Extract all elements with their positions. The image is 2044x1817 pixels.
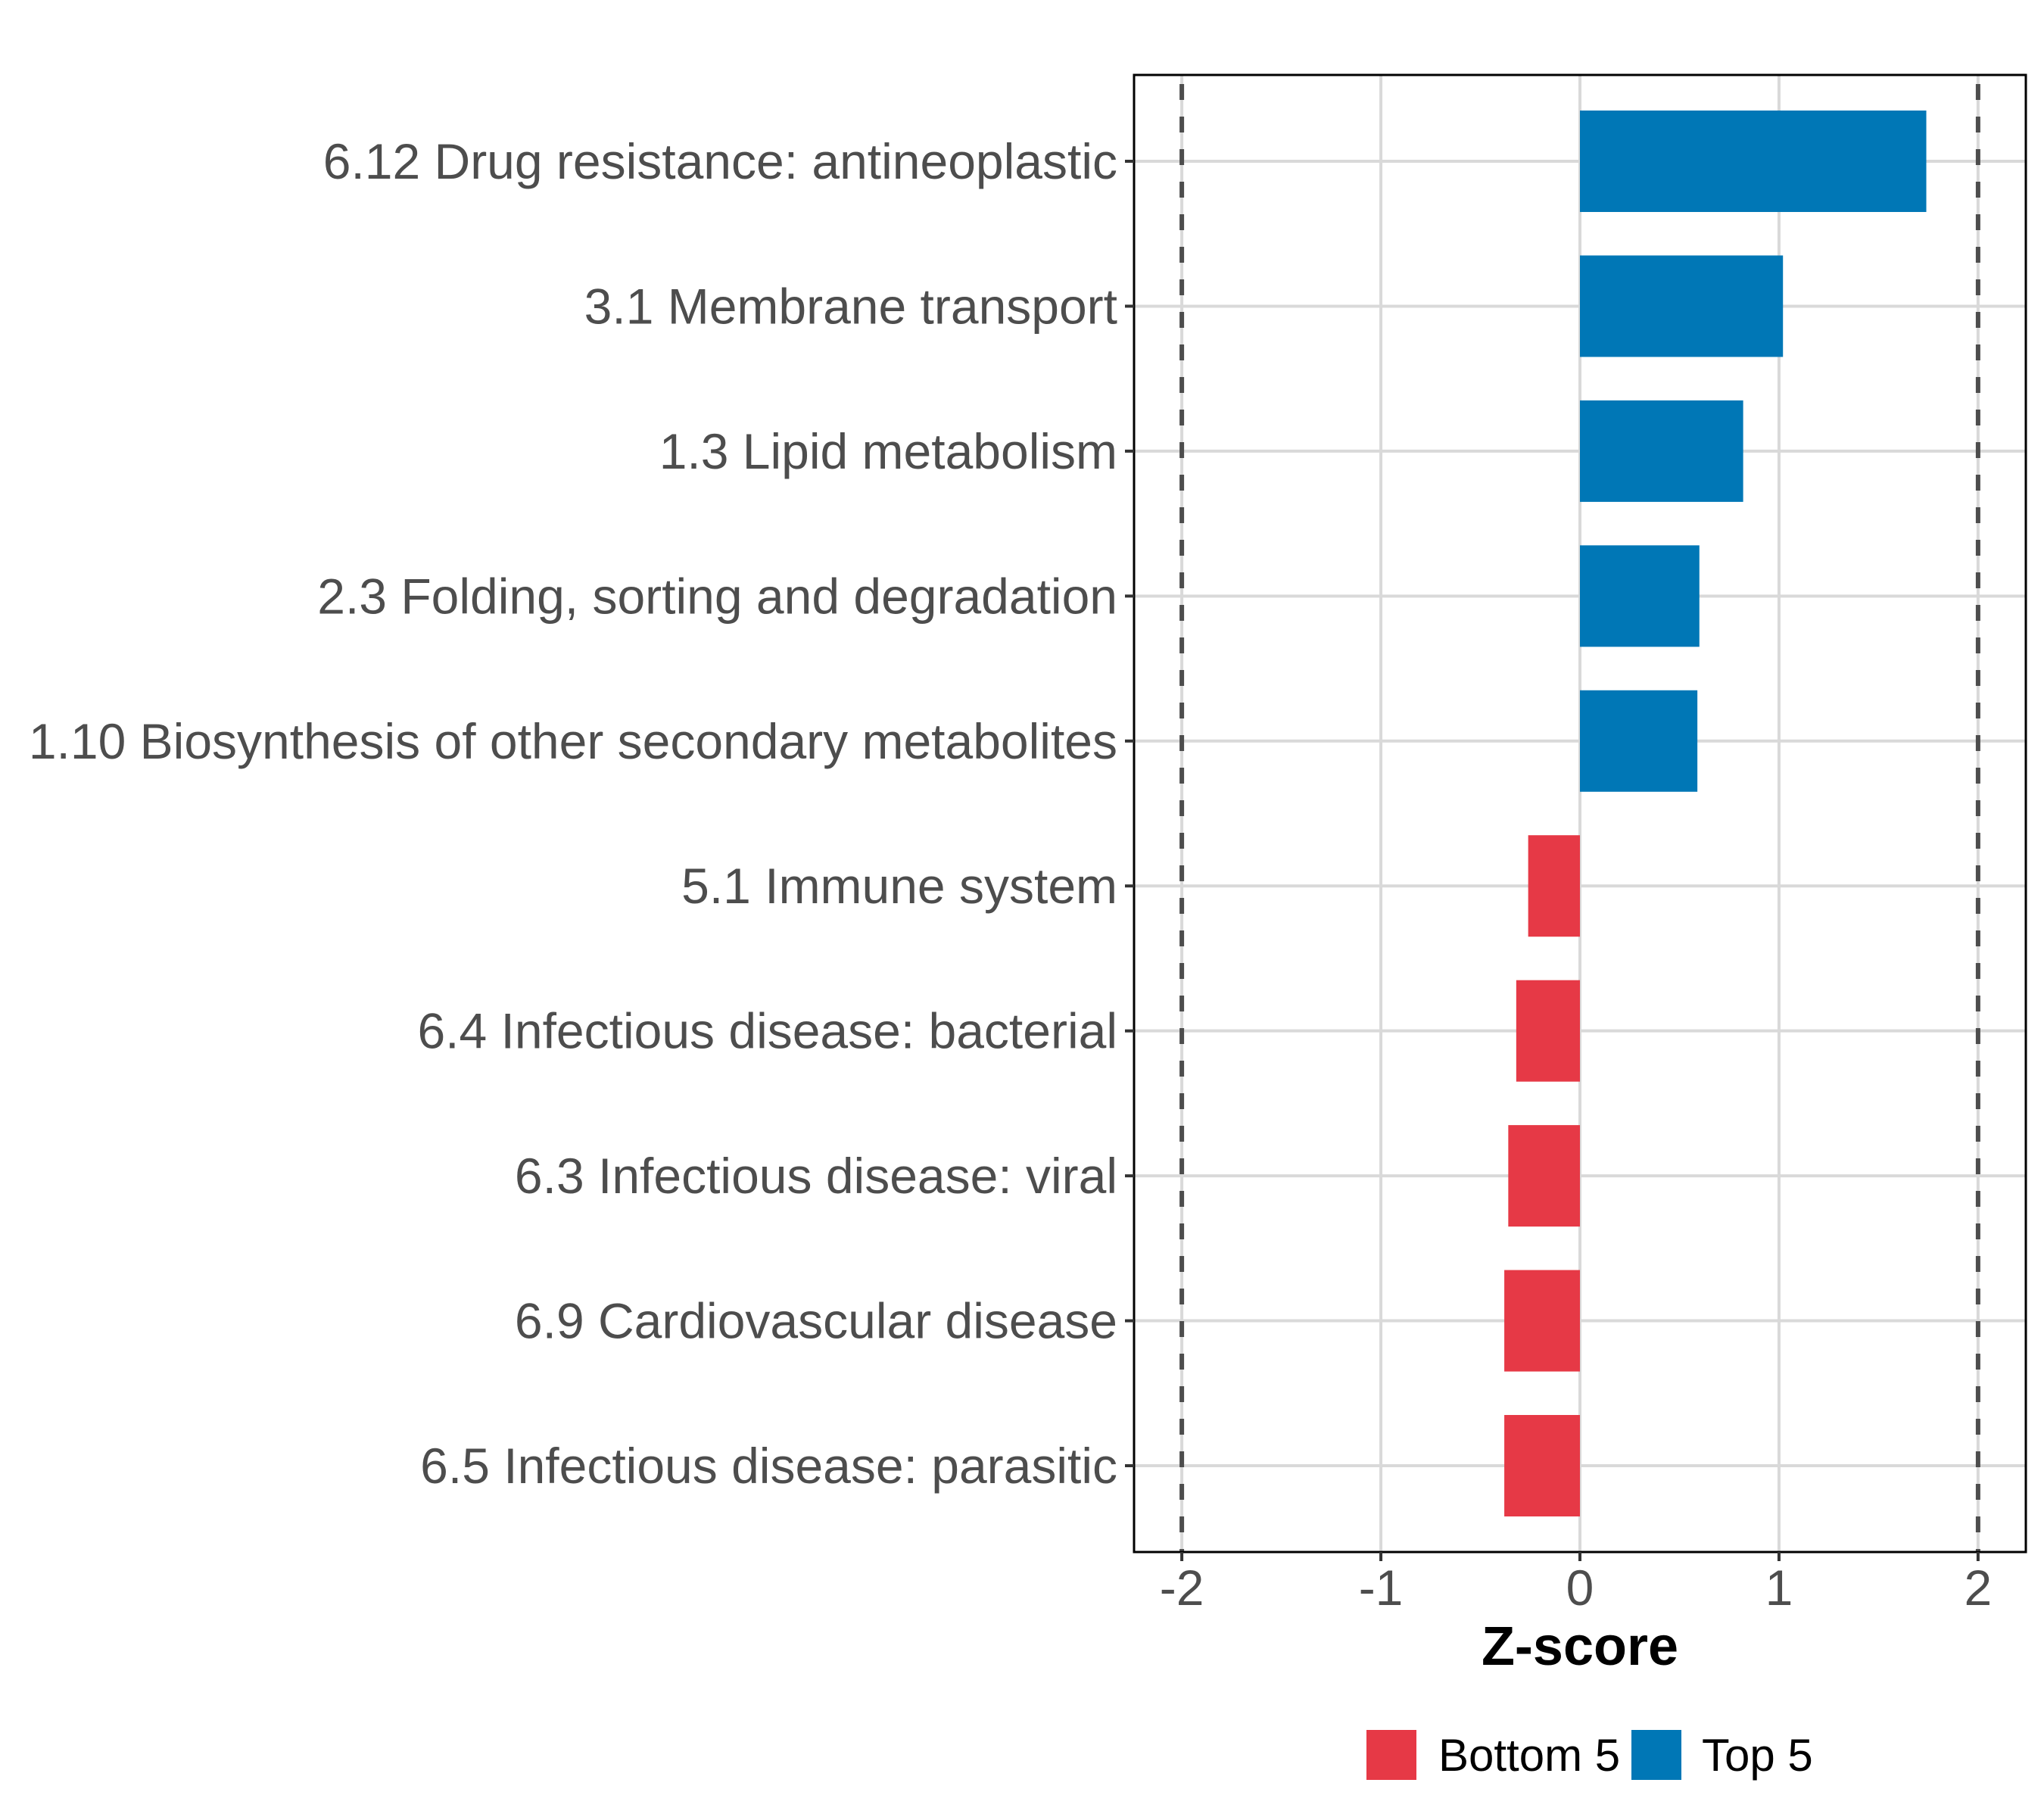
bar-top bbox=[1580, 545, 1700, 647]
x-tick-label: -1 bbox=[1359, 1560, 1404, 1616]
y-axis-ticks: 6.12 Drug resistance: antineoplastic 3.1 … bbox=[29, 133, 1134, 1494]
category-label: 5.1 Immune system bbox=[681, 858, 1117, 914]
category-label: 1.3 Lipid metabolism bbox=[659, 423, 1117, 479]
x-axis-title: Z-score bbox=[1482, 1616, 1678, 1677]
bar-bottom bbox=[1504, 1414, 1580, 1517]
category-label: 6.9 Cardiovascular disease bbox=[515, 1293, 1117, 1349]
bar-top bbox=[1580, 690, 1698, 792]
category-label: 6.4 Infectious disease: bacterial bbox=[417, 1003, 1117, 1059]
category-label: 6.5 Infectious disease: parasitic bbox=[420, 1438, 1117, 1494]
bar-bottom bbox=[1516, 980, 1580, 1082]
bar-bottom bbox=[1508, 1125, 1580, 1227]
category-label: 2.3 Folding, sorting and degradation bbox=[317, 568, 1117, 624]
bars bbox=[1504, 110, 1927, 1517]
bar-top bbox=[1580, 255, 1784, 357]
x-tick-label: 2 bbox=[1965, 1560, 1993, 1616]
category-label: 1.10 Biosynthesis of other secondary met… bbox=[29, 713, 1117, 769]
legend-label: Top 5 bbox=[1702, 1730, 1813, 1781]
bar-top bbox=[1580, 400, 1743, 502]
reference-lines bbox=[1179, 75, 1980, 1552]
x-tick-label: 0 bbox=[1566, 1560, 1594, 1616]
bar-bottom bbox=[1528, 835, 1580, 937]
legend-swatch bbox=[1366, 1730, 1416, 1780]
category-label: 6.12 Drug resistance: antineoplastic bbox=[323, 133, 1117, 189]
legend-swatch bbox=[1631, 1730, 1681, 1780]
x-axis-ticks: -2 -1 0 1 2 bbox=[1160, 1552, 1992, 1616]
x-tick-label: -2 bbox=[1160, 1560, 1204, 1616]
category-label: 3.1 Membrane transport bbox=[584, 278, 1117, 334]
bar-bottom bbox=[1504, 1270, 1580, 1372]
legend: Bottom 5 Top 5 bbox=[1366, 1730, 1813, 1781]
bar-top bbox=[1580, 110, 1927, 213]
legend-label: Bottom 5 bbox=[1438, 1730, 1620, 1781]
x-tick-label: 1 bbox=[1765, 1560, 1793, 1616]
category-label: 6.3 Infectious disease: viral bbox=[515, 1148, 1117, 1204]
